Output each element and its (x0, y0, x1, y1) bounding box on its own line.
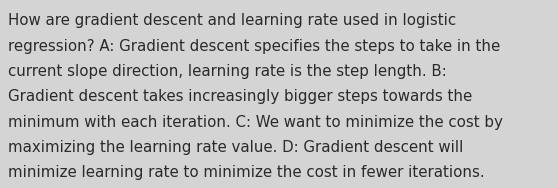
Text: current slope direction, learning rate is the step length. B:: current slope direction, learning rate i… (8, 64, 447, 79)
Text: Gradient descent takes increasingly bigger steps towards the: Gradient descent takes increasingly bigg… (8, 89, 473, 104)
Text: regression? A: Gradient descent specifies the steps to take in the: regression? A: Gradient descent specifie… (8, 39, 501, 54)
Text: maximizing the learning rate value. D: Gradient descent will: maximizing the learning rate value. D: G… (8, 140, 464, 155)
Text: minimum with each iteration. C: We want to minimize the cost by: minimum with each iteration. C: We want … (8, 115, 503, 130)
Text: How are gradient descent and learning rate used in logistic: How are gradient descent and learning ra… (8, 13, 456, 28)
Text: minimize learning rate to minimize the cost in fewer iterations.: minimize learning rate to minimize the c… (8, 165, 485, 180)
